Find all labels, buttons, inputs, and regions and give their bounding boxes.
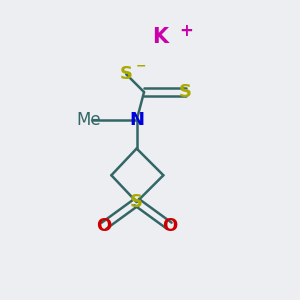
Text: S: S [130, 193, 143, 211]
Text: S: S [120, 65, 133, 83]
Text: Me: Me [77, 111, 101, 129]
Text: N: N [129, 111, 144, 129]
Text: −: − [135, 59, 146, 72]
Text: O: O [96, 217, 112, 235]
Text: S: S [179, 83, 192, 101]
Text: O: O [162, 217, 177, 235]
Text: K: K [152, 27, 168, 47]
Text: +: + [180, 22, 194, 40]
